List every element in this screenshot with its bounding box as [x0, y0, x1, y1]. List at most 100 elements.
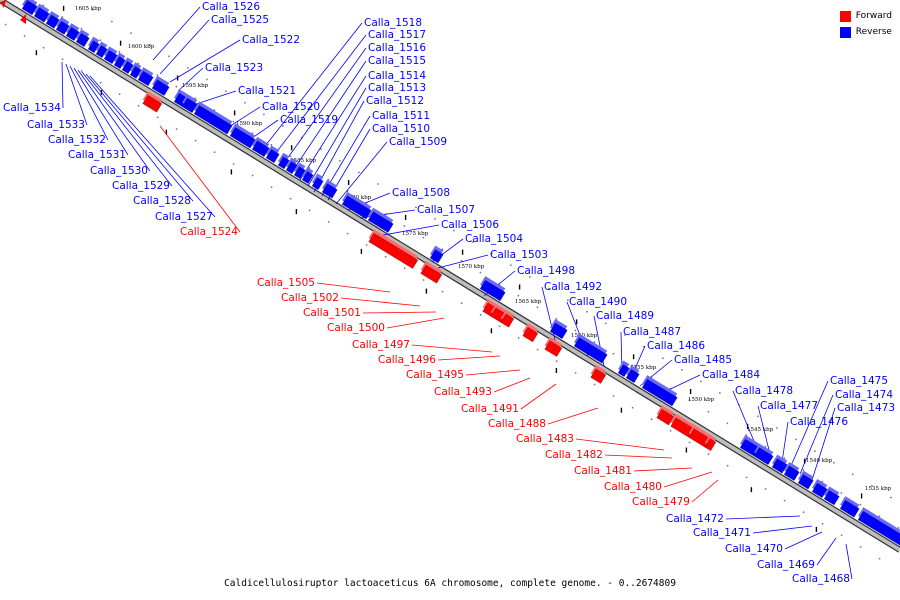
- guide-dot: [339, 159, 341, 162]
- gene-block: [95, 41, 108, 58]
- backbone-band: [0, 0, 900, 553]
- scale-ticks: 1605 kbp 1600 kbp 1595 kbp 1590 kbp 1585 kbp…: [75, 6, 892, 492]
- guide-dot: [156, 116, 159, 119]
- leader-line: [816, 537, 837, 566]
- guide-dot: [688, 399, 691, 402]
- backbone-edge-bottom: [0, 2, 900, 553]
- gene-label: Calla_1496: [378, 354, 436, 366]
- gene-block-face: [839, 499, 860, 518]
- guide-dot: [681, 368, 683, 371]
- leader-line: [261, 22, 363, 151]
- gene-label: Calla_1533: [27, 119, 85, 131]
- gene-label: Calla_1486: [647, 340, 705, 352]
- gene-label: Calla_1532: [48, 134, 106, 146]
- guide-dot: [593, 341, 596, 343]
- guide-dot: [719, 392, 721, 394]
- gene-label: Calla_1529: [112, 180, 170, 192]
- gene-block-face: [95, 45, 108, 58]
- gene-block-face: [21, 0, 38, 16]
- leader-line: [81, 71, 173, 187]
- leader-line: [177, 67, 204, 92]
- guide-dot: [118, 93, 121, 96]
- gene-label: Calla_1501: [303, 307, 361, 319]
- guide-dot: [707, 453, 710, 455]
- guide-dot: [308, 209, 311, 212]
- guide-dot: [453, 229, 455, 232]
- gene-block: [129, 62, 142, 79]
- scale-tick-label: 1590 kbp: [236, 121, 263, 127]
- guide-dot: [700, 380, 702, 383]
- gene-label: Calla_1473: [837, 402, 895, 414]
- guide-dot: [491, 252, 493, 255]
- gene-block-face: [265, 149, 280, 164]
- gene-block-face: [367, 211, 394, 233]
- guide-dot: [80, 27, 83, 30]
- gene-block: [251, 136, 270, 157]
- guide-dot: [802, 469, 805, 471]
- guide-dot: [434, 218, 436, 220]
- gene-block-face: [45, 14, 60, 29]
- leader-line: [633, 467, 693, 472]
- leader-line: [169, 39, 241, 83]
- guide-dot: [745, 476, 748, 479]
- leader-line: [752, 525, 813, 534]
- gene-label: Calla_1487: [623, 326, 681, 338]
- leader-line: [377, 224, 440, 237]
- gene-block-face: [142, 94, 163, 113]
- gene-block: [368, 229, 419, 269]
- gene-block: [151, 75, 170, 96]
- gene-label: Calla_1492: [544, 281, 602, 293]
- gene-block-face: [301, 171, 314, 184]
- guide-dot: [890, 496, 892, 499]
- guide-dot: [422, 236, 425, 239]
- gene-block: [857, 507, 900, 546]
- guide-dot: [840, 492, 843, 494]
- guide-dot: [795, 438, 797, 441]
- scale-tick-label: 1550 kbp: [688, 397, 715, 403]
- gene-block-face: [641, 378, 678, 407]
- guide-dot: [415, 206, 417, 209]
- leader-line: [291, 60, 367, 173]
- guide-dot: [289, 197, 292, 200]
- gene-label: Calla_1485: [674, 354, 732, 366]
- leader-line: [307, 87, 367, 187]
- guide-dot: [23, 35, 26, 37]
- gene-label: Calla_1468: [792, 573, 850, 585]
- gene-label: Calla_1504: [465, 233, 523, 245]
- guide-dot: [548, 287, 550, 290]
- gene-block: [321, 179, 338, 199]
- gene-block: [429, 245, 444, 264]
- guide-dot: [498, 325, 501, 328]
- gene-block: [573, 333, 608, 364]
- guide-dot: [586, 310, 588, 313]
- guide-dot: [878, 557, 881, 560]
- gene-block-face: [293, 166, 306, 179]
- legend-forward: Forward: [839, 8, 892, 24]
- scale-tick-label: 1565 kbp: [515, 299, 542, 305]
- guide-dot: [403, 267, 406, 270]
- gene-block: [301, 167, 314, 184]
- scale-tick-label: 1540 kbp: [806, 458, 833, 464]
- gene-label: Calla_1500: [327, 322, 385, 334]
- guide-dot: [472, 241, 474, 244]
- leader-line: [725, 515, 801, 520]
- gene-label: Calla_1508: [392, 187, 450, 199]
- guide-dot: [149, 43, 151, 46]
- guide-dot: [206, 78, 208, 81]
- gene-label: Calla_1521: [238, 85, 296, 97]
- gene-label: Calla_1472: [666, 513, 724, 525]
- gene-block: [590, 364, 607, 384]
- guide-dot: [168, 55, 170, 58]
- guide-dot: [99, 39, 102, 42]
- scale-tick-label: 1545 kbp: [747, 427, 774, 433]
- guide-dot: [593, 383, 596, 386]
- gene-block: [121, 57, 134, 74]
- gene-block: [341, 191, 372, 220]
- guide-dot: [327, 221, 330, 223]
- leader-line: [340, 297, 421, 307]
- leader-line: [89, 75, 216, 218]
- guide-dot: [213, 151, 216, 154]
- guide-dot: [244, 101, 246, 104]
- gene-block-face: [573, 337, 608, 364]
- guide-dot: [61, 16, 64, 18]
